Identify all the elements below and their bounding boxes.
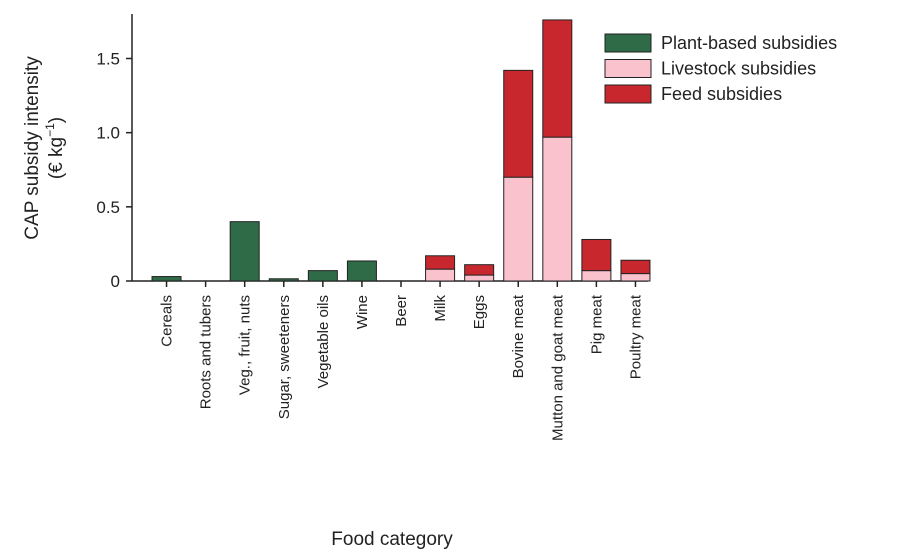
legend-swatch	[604, 84, 652, 104]
bar-feed	[581, 238, 612, 272]
x-tick-label: Vegetable oils	[315, 295, 332, 388]
bar-plant	[229, 221, 260, 282]
legend: Plant-based subsidies Livestock subsidies…	[604, 33, 837, 104]
bar-livestock	[542, 136, 573, 282]
x-tick-label: Poultry meat	[627, 294, 644, 379]
y-tick-label: 1.0	[96, 124, 120, 143]
legend-swatch	[604, 33, 652, 53]
y-tick-label: 1.5	[96, 50, 120, 69]
legend-swatch	[604, 59, 652, 78]
bar-feed	[542, 19, 573, 138]
legend-label: Feed subsidies	[661, 84, 782, 104]
bar-plant	[307, 270, 338, 282]
y-axis-unit-suffix: )	[46, 117, 67, 123]
y-axis-unit-exp: −1	[43, 123, 57, 137]
legend-label: Livestock subsidies	[661, 59, 816, 79]
x-tick-label: Bovine meat	[510, 294, 527, 378]
x-tick-label: Beer	[393, 295, 410, 327]
x-tick-label: Milk	[432, 295, 449, 322]
bar-livestock	[464, 274, 495, 282]
bar-feed	[503, 69, 534, 178]
bar-plant	[151, 276, 182, 282]
bar-livestock	[503, 176, 534, 282]
bar-livestock	[581, 270, 612, 282]
y-axis-unit-prefix: (€ kg	[46, 137, 67, 179]
legend-label: Plant-based subsidies	[661, 33, 837, 53]
bar-livestock	[620, 273, 651, 282]
x-tick-label: Veg., fruit, nuts	[237, 295, 254, 395]
plot-area: 0 0.5 1.0 1.5 Cereals Roots and tubers Veg., f…	[96, 14, 651, 441]
y-tick-label: 0	[111, 272, 120, 291]
y-tick-label: 0.5	[96, 198, 120, 217]
x-tick-label: Pig meat	[588, 294, 605, 354]
x-tick-label: Roots and tubers	[198, 295, 215, 409]
bar-feed	[464, 264, 495, 276]
bar-feed	[620, 259, 651, 275]
x-tick-label: Sugar, sweeteners	[276, 295, 293, 419]
bar-feed	[425, 255, 456, 270]
x-tick-label: Wine	[354, 295, 371, 329]
bar-livestock	[425, 268, 456, 282]
x-axis-title: Food category	[331, 529, 453, 550]
bar-plant	[268, 278, 299, 282]
y-axis-title-line1: CAP subsidy intensity	[22, 56, 43, 240]
y-axis-unit: (€ kg−1)	[43, 117, 67, 179]
x-tick-label: Mutton and goat meat	[549, 294, 566, 441]
y-axis-title: CAP subsidy intensity	[22, 56, 43, 240]
x-tick-label: Cereals	[159, 295, 176, 347]
bar-plant	[346, 260, 377, 282]
x-tick-label: Eggs	[471, 295, 488, 329]
